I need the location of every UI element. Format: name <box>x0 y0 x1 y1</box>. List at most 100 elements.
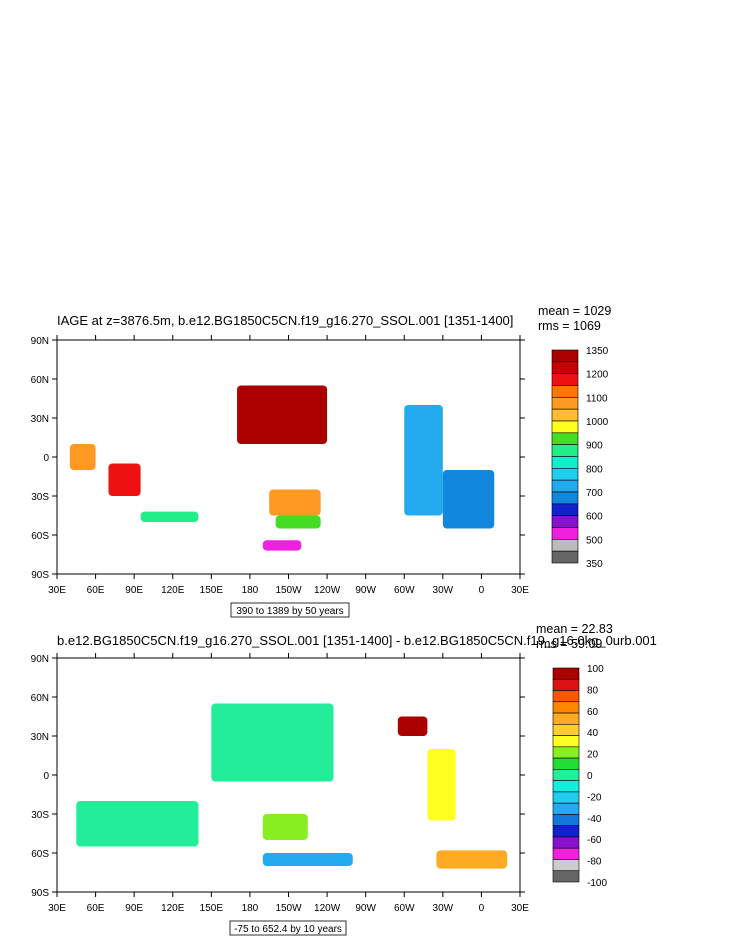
field-region <box>269 489 321 516</box>
lon-label: 120E <box>161 585 185 596</box>
lon-label: 60W <box>394 903 415 914</box>
colorbar-swatch <box>552 769 580 781</box>
colorbar-label: 800 <box>586 464 603 475</box>
field-region <box>140 511 199 522</box>
colorbar: 1350 1200 1100 1000 900 800 700 600 500 350 <box>551 346 609 570</box>
lat-label: 60N <box>31 693 49 704</box>
lon-label: 150W <box>275 903 302 914</box>
lat-label: 30S <box>31 492 49 503</box>
colorbar-swatch <box>552 757 580 770</box>
colorbar-swatch <box>551 503 579 516</box>
lon-label: 30E <box>511 585 529 596</box>
colorbar-swatch <box>551 444 579 457</box>
colorbar-swatch <box>551 550 579 564</box>
colorbar-swatch <box>551 491 579 505</box>
lat-label: 60N <box>31 375 49 386</box>
field-region <box>436 850 508 869</box>
colorbar-swatch <box>551 373 579 386</box>
colorbar-swatch <box>551 361 579 374</box>
lon-label: 150E <box>200 585 224 596</box>
lon-label: 60E <box>87 903 105 914</box>
lon-label: 90W <box>355 903 376 914</box>
lat-label: 90N <box>31 336 49 347</box>
colorbar-swatch <box>552 870 580 883</box>
colorbar-swatch <box>552 701 580 714</box>
stat-rms: rms = 1069 <box>538 319 601 333</box>
contour-info: -75 to 652.4 by 10 years <box>234 924 342 935</box>
lon-label: 30E <box>48 585 66 596</box>
lon-label: 180 <box>242 585 259 596</box>
colorbar-label: 1000 <box>586 417 609 428</box>
lon-label: 0 <box>479 585 485 596</box>
map-axes: 90N 60N 30N 0 30S 60S 90S 30E 60E 90E 120E 150E 180 1… <box>31 335 529 596</box>
contour-info: 390 to 1389 by 50 years <box>236 606 343 617</box>
colorbar-swatch <box>551 420 579 434</box>
colorbar-swatch <box>551 432 579 445</box>
lon-label: 150E <box>200 903 224 914</box>
colorbar-label: 500 <box>586 535 603 546</box>
colorbar-swatch <box>552 690 580 703</box>
map-field <box>76 703 508 869</box>
field-region <box>76 801 199 847</box>
lat-label: 90N <box>31 654 49 665</box>
colorbar-label: 100 <box>587 664 604 675</box>
lon-label: 0 <box>479 903 485 914</box>
lat-label: 0 <box>43 453 49 464</box>
lon-label: 120E <box>161 903 185 914</box>
lon-label: 60E <box>87 585 105 596</box>
field-region <box>211 703 334 782</box>
map-axes: 90N 60N 30N 0 30S 60S 90S 30E 60E 90E 120E 150E 180 1… <box>31 653 529 914</box>
colorbar-swatch <box>552 746 580 759</box>
colorbar-swatch <box>552 791 580 804</box>
panel-difference: b.e12.BG1850C5CN.f19_g16.270_SSOL.001 [1… <box>31 622 657 936</box>
lat-label: 90S <box>31 888 49 899</box>
field-region <box>275 515 321 529</box>
colorbar-label: 20 <box>587 750 599 761</box>
panel-title: b.e12.BG1850C5CN.f19_g16.270_SSOL.001 [1… <box>57 633 657 648</box>
field-region <box>108 463 141 496</box>
lon-label: 150W <box>275 585 302 596</box>
colorbar-swatch <box>552 780 580 793</box>
colorbar-label: 80 <box>587 685 599 696</box>
colorbar-swatch <box>552 712 580 725</box>
lon-label: 90E <box>125 903 143 914</box>
lat-label: 30N <box>31 732 49 743</box>
colorbar-swatch <box>552 667 580 680</box>
stat-mean: mean = 1029 <box>538 304 611 318</box>
stat-rms: rms = 59.09 <box>536 637 602 651</box>
lat-label: 60S <box>31 531 49 542</box>
field-region <box>262 853 353 866</box>
colorbar-label: 600 <box>586 512 603 523</box>
colorbar-label: -20 <box>587 792 602 803</box>
colorbar-swatch <box>551 408 579 422</box>
plot-frame <box>56 339 521 575</box>
colorbar: 100 80 60 40 20 0 -20 -40 -60 -80 -100 <box>552 664 607 889</box>
lon-label: 30E <box>511 903 529 914</box>
panel-title: IAGE at z=3876.5m, b.e12.BG1850C5CN.f19_… <box>57 313 513 328</box>
field-region <box>427 749 456 821</box>
colorbar-label: -60 <box>587 835 602 846</box>
map-field <box>69 385 495 551</box>
field-region <box>69 444 96 470</box>
lat-label: 60S <box>31 849 49 860</box>
colorbar-label: 0 <box>587 771 593 782</box>
lon-label: 60W <box>394 585 415 596</box>
field-region <box>397 716 428 736</box>
colorbar-label: 1200 <box>586 370 609 381</box>
colorbar-swatch <box>552 802 580 815</box>
lat-label: 30S <box>31 810 49 821</box>
colorbar-swatch <box>552 735 580 748</box>
colorbar-swatch <box>552 859 580 872</box>
colorbar-label: 900 <box>586 441 603 452</box>
lat-label: 0 <box>43 771 49 782</box>
colorbar-label: 350 <box>586 559 603 570</box>
lon-label: 90W <box>355 585 376 596</box>
colorbar-swatch <box>552 814 580 826</box>
colorbar-swatch <box>551 456 579 469</box>
colorbar-label: -40 <box>587 814 602 825</box>
colorbar-swatch <box>551 479 579 493</box>
field-region <box>262 540 302 551</box>
colorbar-label: 1100 <box>586 393 608 404</box>
lon-label: 120W <box>314 903 341 914</box>
